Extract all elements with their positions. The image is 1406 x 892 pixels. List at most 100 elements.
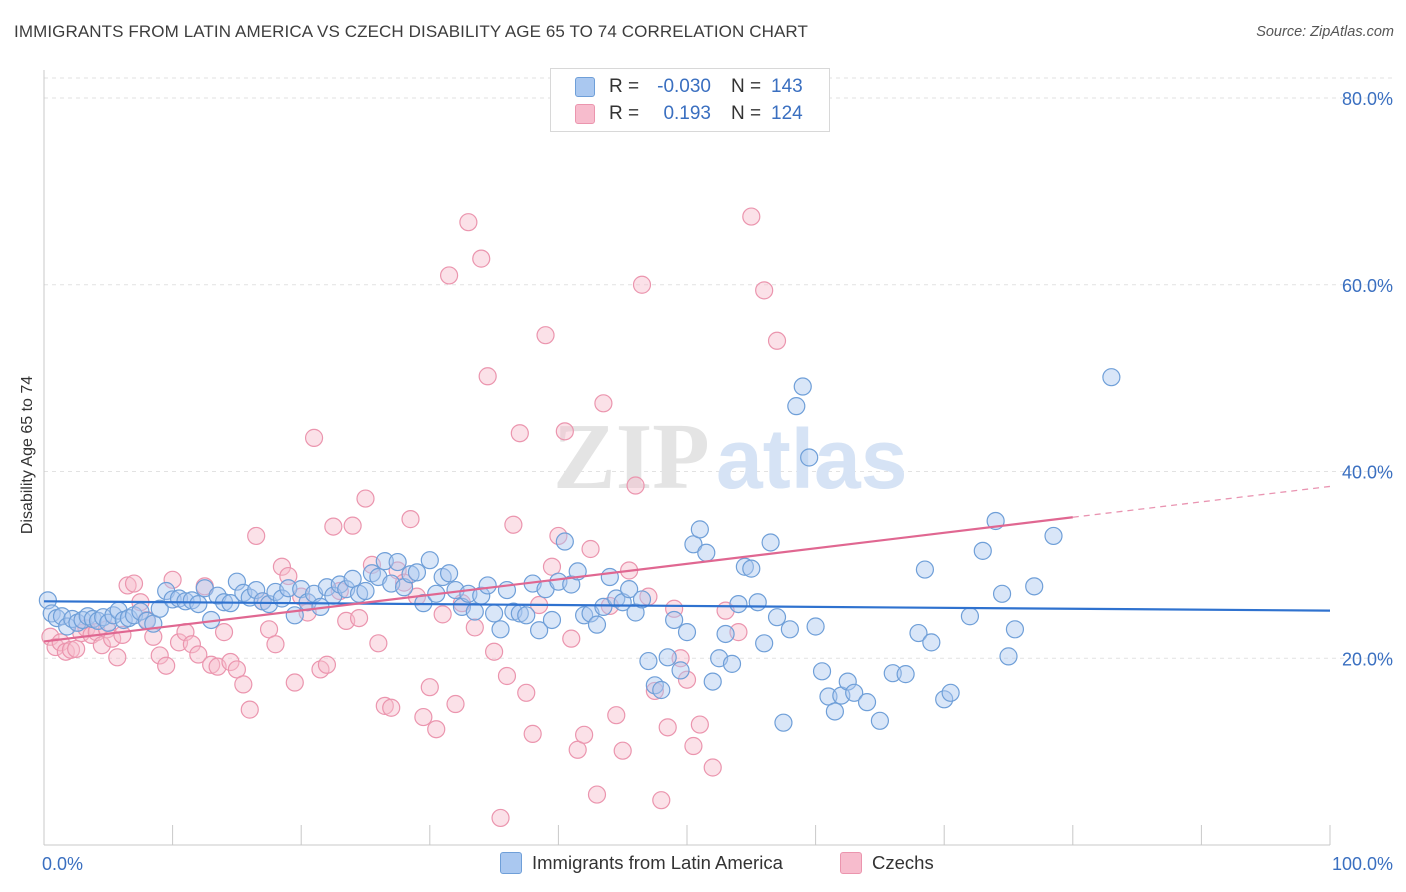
czechs-point <box>587 785 607 804</box>
czechs-point <box>202 655 221 674</box>
latin-america-point <box>857 693 877 712</box>
trend-line-czechs <box>43 516 1073 643</box>
czechs-point <box>118 576 137 595</box>
latin-america-point <box>388 552 407 572</box>
latin-america-point <box>922 633 941 652</box>
latin-america-point <box>722 654 742 673</box>
latin-america-point <box>800 448 819 467</box>
czechs-point <box>259 620 279 639</box>
legend-row-latin-america: R = -0.030 N = 143 <box>575 75 803 99</box>
trend-lines <box>43 485 1331 643</box>
czechs-point <box>755 281 774 300</box>
czechs-point <box>433 605 452 624</box>
latin-america-point <box>941 683 960 702</box>
bottom-legend-label: Czechs <box>872 852 934 873</box>
czechs-point <box>613 741 632 760</box>
watermark: ZIP atlas <box>553 405 907 509</box>
latin-america-point <box>247 580 266 600</box>
czechs-point <box>324 517 343 536</box>
czechs-point <box>420 678 439 697</box>
latin-america-point <box>1102 368 1121 387</box>
trend-line-latin-america <box>43 600 1331 612</box>
czechs-point <box>652 791 671 810</box>
czechs-point <box>626 476 645 495</box>
czechs-point <box>369 634 388 653</box>
czechs-point <box>575 725 594 744</box>
czechs-point <box>472 249 491 268</box>
latin-america-point <box>600 567 619 587</box>
latin-america-point <box>356 581 375 601</box>
latin-america-point <box>1044 526 1063 546</box>
latin-america-point <box>787 397 806 416</box>
bottom-legend-swatch-pink <box>840 852 862 874</box>
latin-america-point <box>530 621 549 640</box>
czechs-point <box>401 510 420 529</box>
latin-america-point <box>819 687 838 706</box>
czechs-point <box>459 213 478 232</box>
legend-n-label: N = <box>731 76 762 97</box>
czechs-point <box>382 698 401 717</box>
czechs-point <box>124 574 144 593</box>
latin-america-point <box>542 610 562 630</box>
chart-title: IMMIGRANTS FROM LATIN AMERICA VS CZECH D… <box>14 22 808 41</box>
latin-america-point <box>620 580 639 599</box>
czechs-point <box>221 652 240 672</box>
latin-america-point <box>761 533 780 552</box>
latin-america-point <box>935 690 954 709</box>
latin-america-point <box>684 535 703 554</box>
latin-america-point <box>658 648 677 667</box>
czechs-point <box>304 428 324 447</box>
latin-america-point <box>639 651 658 671</box>
latin-america-point <box>78 607 97 626</box>
grid-lines <box>44 77 1393 659</box>
chart-source: Source: ZipAtlas.com <box>1256 24 1394 40</box>
legend-n-value: 124 <box>771 103 803 124</box>
latin-america-point <box>793 377 812 396</box>
correlation-legend: R = -0.030 N = 143 R = 0.193 N = 124 <box>550 68 830 132</box>
latin-america-point <box>697 543 716 562</box>
latin-america-point <box>999 647 1018 666</box>
czechs-point <box>568 740 587 759</box>
czechs-point <box>677 670 697 689</box>
czechs-point <box>375 696 394 715</box>
latin-america-point <box>652 680 671 700</box>
latin-america-point <box>780 620 799 639</box>
czechs-point <box>658 718 677 737</box>
czechs-point <box>356 489 375 508</box>
czechs-point <box>491 808 510 828</box>
latin-america-point <box>465 602 484 621</box>
legend-n-label: N = <box>731 103 762 124</box>
latin-america-point <box>189 594 208 614</box>
latin-america-point <box>825 702 844 721</box>
latin-america-point <box>838 672 857 691</box>
latin-america-point <box>767 608 787 627</box>
latin-america-point <box>735 557 754 576</box>
legend-r-label: R = <box>609 103 640 124</box>
latin-america-point <box>677 623 697 642</box>
latin-america-point <box>150 599 169 618</box>
latin-america-point <box>1005 620 1025 639</box>
czechs-point <box>163 570 182 589</box>
czechs-point <box>497 666 517 686</box>
trend-line-czechs-extension <box>1072 485 1331 518</box>
latin-america-point <box>665 610 684 630</box>
latin-america-point <box>896 665 915 684</box>
czechs-point <box>485 642 504 661</box>
legend-r-value: -0.030 <box>657 76 711 97</box>
latin-america-point <box>52 607 72 626</box>
czechs-point <box>234 675 253 694</box>
latin-america-point <box>343 569 362 588</box>
legend-n-value: 143 <box>771 76 803 97</box>
czechs-point <box>247 526 266 546</box>
czechs-point <box>108 648 127 667</box>
latin-america-point <box>909 623 928 643</box>
x-tick-label: 100.0% <box>1332 854 1393 874</box>
czechs-point <box>446 694 465 714</box>
czechs-point <box>523 724 542 743</box>
latin-america-point <box>845 683 864 702</box>
latin-america-point <box>491 620 510 639</box>
czechs-point <box>478 367 497 386</box>
czechs-point <box>562 629 581 648</box>
y-tick-label: 20.0% <box>1342 649 1393 669</box>
